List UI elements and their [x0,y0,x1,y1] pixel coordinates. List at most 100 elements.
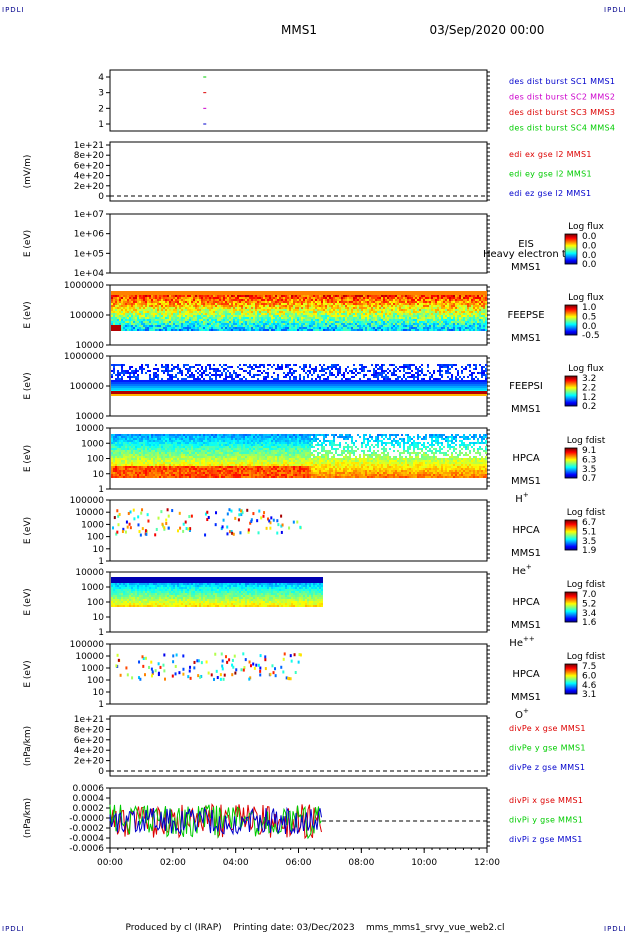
spectrogram-cell [135,394,137,396]
spectrogram-cell [303,305,305,307]
spectrogram-cell [267,317,269,319]
spectrogram-cell [165,313,167,315]
spectrogram-cell [155,384,157,386]
spectrogram-cell [437,321,439,323]
spectrogram-cell [129,329,131,331]
spectrogram-cell [339,323,341,325]
spectrogram-cell [449,291,451,293]
spectrogram-cell [333,293,335,295]
spectrogram-cell [143,384,145,386]
spectrogram-cell [117,325,119,327]
spectrogram-cell [425,307,427,309]
spectrogram-cell [473,303,475,305]
spectrogram-cell [465,313,467,315]
spectrogram-cell [115,299,117,301]
spectrogram-cell [423,317,425,319]
spectrogram-cell [339,301,341,303]
spectrogram-cell [447,301,449,303]
spectrogram-cell [283,380,285,382]
spectrogram-cell [369,293,371,295]
spectrogram-cell [219,364,221,366]
spectrogram-cell [209,323,211,325]
spectrogram-cell [429,295,431,297]
spectrogram-cell [255,323,257,325]
spectrogram-cell [137,299,139,301]
spectrogram-cell [325,295,327,297]
spectrogram-cell [131,384,133,386]
spectrogram-cell [189,321,191,323]
spectrogram-cell [155,380,157,382]
spectrogram-cell [305,311,307,313]
spectrogram-cell [267,305,269,307]
spectrogram-cell [117,295,119,297]
spectrogram-cell [151,382,153,384]
spectrogram-cell [319,295,321,297]
spectrogram-cell [305,315,307,317]
spectrogram-cell [117,376,119,378]
spectrogram-cell [187,315,189,317]
spectrogram-cell [295,323,297,325]
spectrogram-cell [475,301,477,303]
spectrogram-cell [181,327,183,329]
spectrogram-cell [153,391,155,394]
spectrogram-cell [199,313,201,315]
spectrogram-cell [199,295,201,297]
spectrogram-cell [157,376,159,378]
spectrogram-cell [139,293,141,295]
spectrogram-cell [283,311,285,313]
spectrogram-cell [239,309,241,311]
spectrogram-cell [111,293,113,295]
spectrogram-cell [437,305,439,307]
spectrogram-cell [399,309,401,311]
spectrogram-cell [177,309,179,311]
spectrogram-cell [267,301,269,303]
spectrogram-cell [303,295,305,297]
spectrogram-cell [233,386,235,388]
spectrogram-cell [139,380,141,382]
instrument-name: FEEPSE [507,310,544,321]
spectrogram-cell [179,388,181,390]
spectrogram-cell [121,370,123,372]
spectrogram-cell [229,315,231,317]
spectrogram-cell [461,319,463,321]
spectrogram-cell [139,317,141,319]
spectrogram-cell [365,321,367,323]
spectrogram-cell [385,307,387,309]
spectrogram-cell [121,391,123,394]
spectrogram-cell [401,315,403,317]
spectrogram-cell [429,327,431,329]
y-tick-label: 10000 [75,341,104,351]
spectrogram-cell [125,394,127,396]
spectrogram-cell [485,311,487,313]
spectrogram-cell [123,327,125,329]
colorbar-cell [565,314,577,316]
spectrogram-cell [271,313,273,315]
spectrogram-cell [121,364,123,366]
spectrogram-cell [227,382,229,384]
spectrogram-cell [479,323,481,325]
spectrogram-cell [239,323,241,325]
spectrogram-cell [435,321,437,323]
spectrogram-cell [113,315,115,317]
spectrogram-cell [251,297,253,299]
spectrogram-cell [383,305,385,307]
spectrogram-cell [423,297,425,299]
spectrogram-cell [157,370,159,372]
spectrogram-cell [119,315,121,317]
spectrogram-cell [281,293,283,295]
spectrogram-cell [265,295,267,297]
spectrogram-cell [457,303,459,305]
spectrogram-cell [225,307,227,309]
spectrogram-cell [181,372,183,374]
spectrogram-cell [247,313,249,315]
spectrogram-cell [461,321,463,323]
spectrogram-cell [367,327,369,329]
spectrogram-cell [229,376,231,378]
spectrogram-cell [395,329,397,331]
spectrogram-cell [221,317,223,319]
spectrogram-cell [291,301,293,303]
spectrogram-cell [417,309,419,311]
spectrogram-cell [193,299,195,301]
spectrogram-cell [209,303,211,305]
spectrogram-cell [459,297,461,299]
